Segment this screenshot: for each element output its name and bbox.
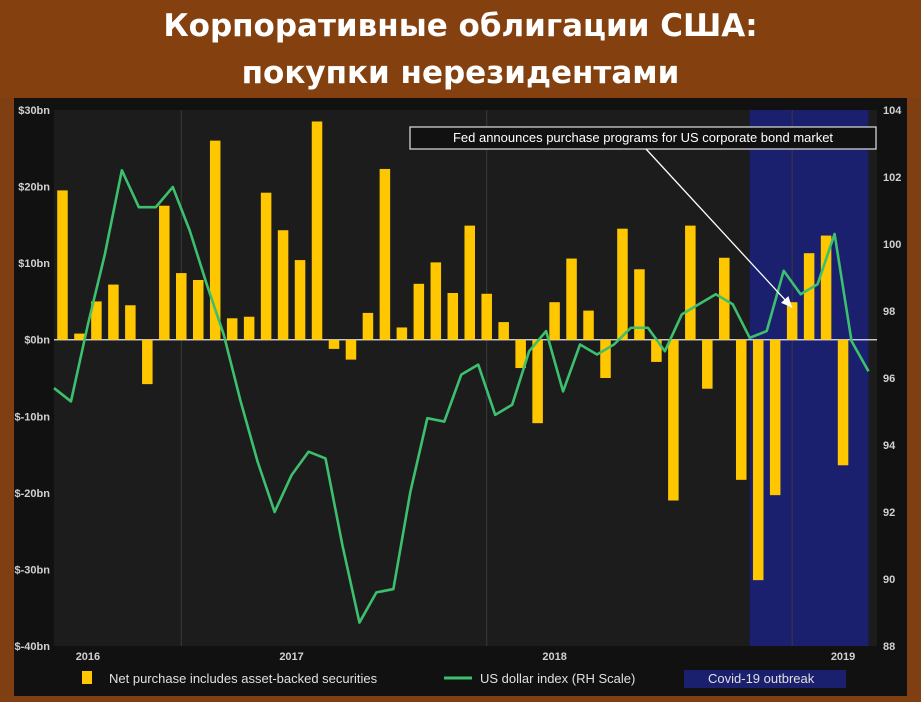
bar — [583, 310, 594, 340]
bar — [447, 293, 459, 340]
chart-svg: $30bn $20bn $10bn $0bn $-10bn $-20bn $-30bn $-4… — [15, 105, 902, 688]
left-tick-label: $-20bn — [15, 488, 51, 500]
x-tick-label: 2018 — [542, 651, 566, 663]
bar — [634, 269, 645, 340]
bar — [277, 230, 289, 340]
right-tick-label: 88 — [883, 641, 895, 653]
right-tick-label: 92 — [883, 507, 895, 519]
bar — [243, 316, 255, 340]
x-tick-label: 2016 — [76, 651, 100, 663]
bar — [685, 225, 696, 340]
bar — [379, 168, 391, 340]
x-tick-label: 2019 — [831, 651, 855, 663]
left-tick-label: $-40bn — [15, 641, 51, 653]
bar — [294, 260, 306, 340]
x-tick-label: 2017 — [279, 651, 303, 663]
right-tick-label: 100 — [883, 239, 901, 251]
bar — [413, 283, 425, 340]
bar — [108, 284, 119, 340]
right-tick-label: 98 — [883, 306, 895, 318]
bar — [159, 205, 170, 340]
annotation-arrow-head — [781, 296, 793, 308]
bar — [328, 339, 340, 349]
right-tick-label: 104 — [883, 105, 902, 117]
legend-bar-swatch — [82, 671, 92, 684]
bar — [142, 339, 153, 385]
bar — [209, 140, 221, 340]
legend-bars-label: Net purchase includes asset-backed secur… — [109, 671, 378, 686]
chart-container: $30bn $20bn $10bn $0bn $-10bn $-20bn $-30bn $-4… — [14, 98, 907, 696]
bar — [260, 192, 272, 340]
bar — [362, 312, 374, 340]
bar — [74, 333, 85, 340]
bar — [803, 253, 815, 340]
annotation-arrow-line — [645, 148, 793, 308]
bar — [651, 339, 662, 362]
bar — [464, 225, 476, 340]
legend-line-label: US dollar index (RH Scale) — [480, 671, 635, 686]
left-tick-label: $0bn — [24, 335, 50, 347]
bar — [702, 339, 713, 389]
bar — [498, 322, 509, 340]
title-line-1: Корпоративные облигации США: — [163, 8, 758, 44]
bar — [769, 339, 781, 496]
legend-region-label: Covid-19 outbreak — [708, 671, 815, 686]
title-line-2: покупки нерезидентами — [241, 55, 680, 91]
left-tick-label: $30bn — [18, 105, 50, 117]
bar — [532, 339, 543, 424]
bar — [57, 190, 68, 340]
bar — [786, 302, 798, 340]
bar — [837, 339, 849, 466]
bar — [226, 318, 238, 340]
bar — [311, 121, 323, 340]
annotation-text: Fed announces purchase programs for US c… — [453, 130, 833, 145]
dollar-index-line — [53, 169, 870, 624]
bar — [481, 293, 492, 340]
bar — [617, 228, 628, 340]
bar — [430, 262, 442, 340]
right-tick-label: 102 — [883, 172, 901, 184]
bar — [345, 339, 357, 360]
bar — [515, 339, 526, 369]
bar — [820, 235, 832, 340]
bar — [176, 273, 187, 340]
bar — [600, 339, 611, 378]
bar — [566, 258, 577, 340]
left-tick-label: $20bn — [18, 182, 50, 194]
right-tick-label: 94 — [883, 440, 896, 452]
annotation-box — [409, 126, 877, 150]
covid-shaded-region — [749, 110, 869, 646]
bar — [125, 305, 136, 340]
bar — [735, 339, 747, 480]
bar — [752, 339, 764, 581]
bar — [91, 301, 102, 340]
bar — [668, 339, 679, 501]
bar — [549, 302, 560, 340]
title-bar: Корпоративные облигации США: покупки нер… — [0, 0, 921, 98]
right-tick-label: 96 — [883, 373, 895, 385]
legend-region-swatch — [684, 670, 846, 688]
left-tick-label: $10bn — [18, 258, 50, 270]
left-tick-label: $-30bn — [15, 564, 51, 576]
bar — [396, 327, 408, 340]
bar — [192, 279, 204, 340]
right-tick-label: 90 — [883, 574, 895, 586]
left-tick-label: $-10bn — [15, 411, 51, 423]
